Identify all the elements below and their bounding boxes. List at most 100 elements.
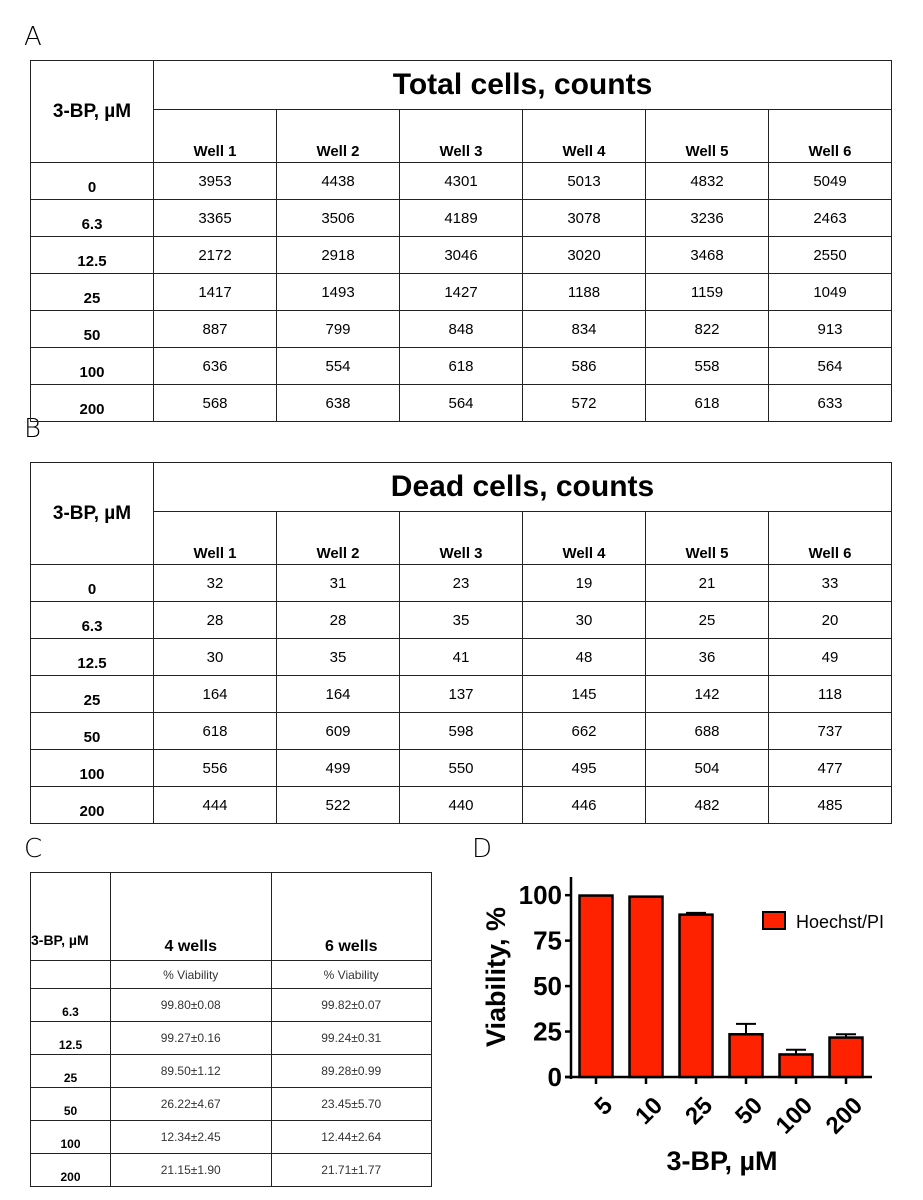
table-row: 200 21.15±1.90 21.71±1.77 (30, 1153, 432, 1187)
table-cell: 564 (768, 347, 892, 385)
table-cell: 49 (768, 638, 892, 676)
table-cell: 20 (768, 601, 892, 639)
table-cell: 564 (399, 384, 523, 422)
table-cell: 1159 (645, 273, 769, 311)
row-label: 12.5 (30, 236, 154, 274)
table-row: 6.3 28 28 35 30 25 20 (30, 601, 892, 639)
row-label: 100 (30, 347, 154, 385)
panel-label-c: C (24, 834, 43, 864)
row-header: 3-BP, µM (30, 462, 154, 565)
column-header: 4 wells (110, 872, 272, 961)
table-cell: 609 (276, 712, 400, 750)
table-cell: 3078 (522, 199, 646, 237)
table-cell: 504 (645, 749, 769, 787)
y-tick-label: 100 (519, 880, 562, 910)
table-cell: 21.15±1.90 (110, 1153, 272, 1187)
table-cell: 23 (399, 564, 523, 602)
table-cell: 137 (399, 675, 523, 713)
table-cell: 99.27±0.16 (110, 1021, 272, 1055)
table-cell: 485 (768, 786, 892, 824)
table-cell: 2172 (153, 236, 277, 274)
y-tick-label: 0 (548, 1062, 562, 1092)
row-label: 0 (30, 162, 154, 200)
table-cell: 89.50±1.12 (110, 1054, 272, 1088)
row-label: 50 (30, 1087, 111, 1121)
table-row: 200 568 638 564 572 618 633 (30, 384, 892, 422)
table-cell: 572 (522, 384, 646, 422)
table-cell: 633 (768, 384, 892, 422)
column-header: Well 1 (153, 109, 277, 163)
table-row: 50 887 799 848 834 822 913 (30, 310, 892, 348)
bar (628, 895, 664, 1079)
row-label: 25 (30, 273, 154, 311)
table-cell: 41 (399, 638, 523, 676)
x-tick-label: 10 (630, 1092, 668, 1130)
bar (828, 1036, 864, 1079)
table-cell: 598 (399, 712, 523, 750)
table-cell: 4189 (399, 199, 523, 237)
table-cell: 737 (768, 712, 892, 750)
table-row: 12.5 2172 2918 3046 3020 3468 2550 (30, 236, 892, 274)
row-label: 200 (30, 1153, 111, 1187)
table-cell: 164 (276, 675, 400, 713)
dead-cells-table: 3-BP, µM Dead cells, counts Well 1 Well 2 We… (30, 462, 892, 824)
x-axis-label: 3-BP, µM (666, 1146, 777, 1176)
row-label: 12.5 (30, 638, 154, 676)
row-label: 200 (30, 786, 154, 824)
table-title: Dead cells, counts (153, 462, 892, 512)
bar (728, 1033, 764, 1079)
bar (578, 894, 614, 1079)
table-cell: 4301 (399, 162, 523, 200)
table-cell: 89.28±0.99 (270, 1054, 432, 1088)
y-axis-label: Viability, % (481, 907, 511, 1047)
column-header: 6 wells (270, 872, 432, 961)
table-row: 0 32 31 23 19 21 33 (30, 564, 892, 602)
table-cell: 3236 (645, 199, 769, 237)
table-cell: 688 (645, 712, 769, 750)
panel-label-d: D (472, 834, 493, 864)
table-cell: 21 (645, 564, 769, 602)
column-header: Well 3 (399, 109, 523, 163)
row-header: 3-BP, µM (30, 872, 111, 961)
y-tick-label: 75 (533, 926, 562, 956)
table-cell: 618 (153, 712, 277, 750)
table-row: 0 3953 4438 4301 5013 4832 5049 (30, 162, 892, 200)
table-cell: 12.34±2.45 (110, 1120, 272, 1154)
table-cell: 586 (522, 347, 646, 385)
column-header: Well 2 (276, 511, 400, 565)
table-cell: 5049 (768, 162, 892, 200)
legend-swatch (762, 911, 786, 930)
column-header: Well 1 (153, 511, 277, 565)
row-label: 25 (30, 675, 154, 713)
table-cell: 618 (645, 384, 769, 422)
table-row: 50 26.22±4.67 23.45±5.70 (30, 1087, 432, 1121)
table-cell: 23.45±5.70 (270, 1087, 432, 1121)
table-cell: 2463 (768, 199, 892, 237)
viability-table: 3-BP, µM 4 wells 6 wells% Viability% Viabi… (30, 872, 432, 1187)
table-row: 100 556 499 550 495 504 477 (30, 749, 892, 787)
table-cell: 19 (522, 564, 646, 602)
panel-label-a: A (24, 22, 42, 52)
table-cell: 638 (276, 384, 400, 422)
table-cell: 4832 (645, 162, 769, 200)
table-cell: 848 (399, 310, 523, 348)
row-label: 100 (30, 749, 154, 787)
legend-label: Hoechst/PI (796, 912, 884, 932)
row-label: 25 (30, 1054, 111, 1088)
bar (778, 1053, 814, 1079)
x-tick-label: 200 (821, 1092, 868, 1139)
table-cell: 636 (153, 347, 277, 385)
column-header: Well 6 (768, 109, 892, 163)
table-cell: 913 (768, 310, 892, 348)
column-header: Well 2 (276, 109, 400, 163)
table-cell: 164 (153, 675, 277, 713)
table-cell: 522 (276, 786, 400, 824)
table-cell: 26.22±4.67 (110, 1087, 272, 1121)
table-cell: 4438 (276, 162, 400, 200)
row-label: 200 (30, 384, 154, 422)
table-cell: 3046 (399, 236, 523, 274)
table-cell: 834 (522, 310, 646, 348)
table-cell: 33 (768, 564, 892, 602)
table-cell: 799 (276, 310, 400, 348)
